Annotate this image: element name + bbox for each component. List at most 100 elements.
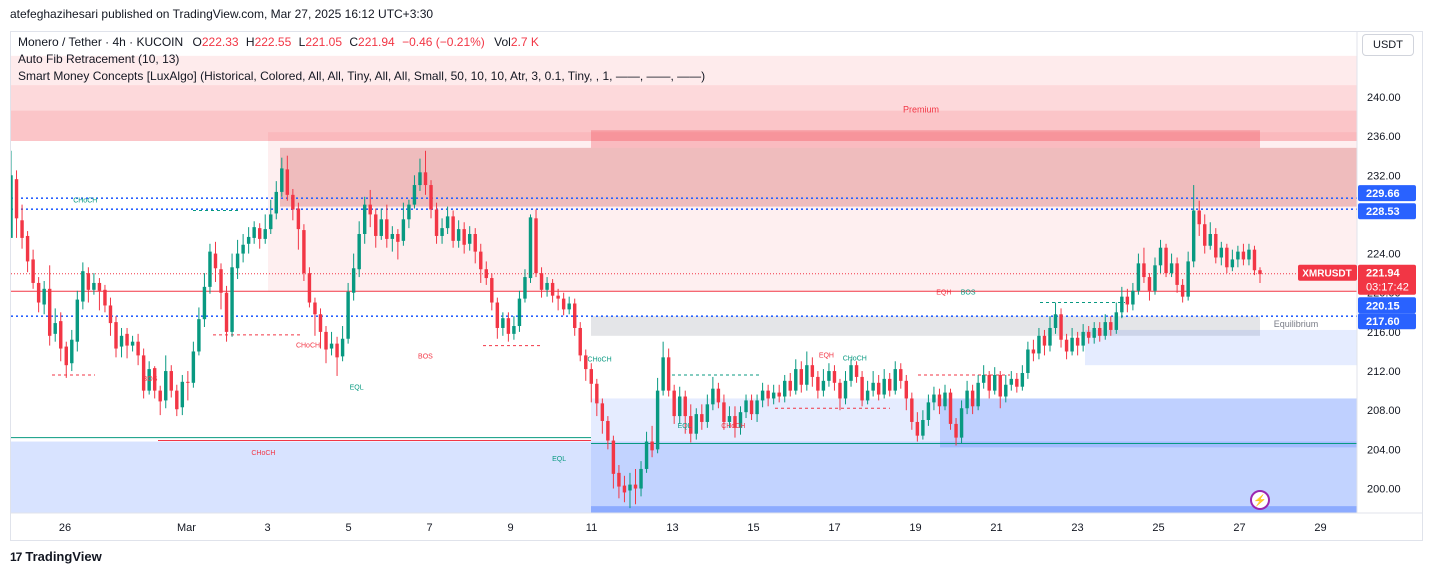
candle (246, 227, 251, 254)
symbol-badge-text: XMRUSDT (1302, 269, 1351, 280)
candle-body (42, 288, 46, 305)
candle (357, 221, 361, 278)
candle (20, 204, 24, 249)
candle (429, 180, 433, 219)
candle-body (683, 396, 687, 417)
candle-body (25, 235, 30, 262)
candle-body (1219, 247, 1224, 258)
candle (230, 253, 234, 337)
lightning-icon[interactable]: ⚡ (1250, 490, 1270, 510)
smc-label: CHoCH (251, 450, 275, 457)
candle (385, 204, 389, 248)
candle-body (1131, 290, 1135, 305)
candle (86, 267, 91, 303)
candle-body (1125, 296, 1130, 305)
candle-body (473, 234, 477, 252)
time-tick: 3 (264, 522, 270, 534)
candle-body (296, 208, 301, 230)
price-label-bg (1358, 185, 1416, 202)
candle-body (893, 369, 897, 391)
candle-body (1197, 210, 1201, 225)
smc-label: CHoCH (588, 356, 612, 363)
candle (617, 465, 621, 499)
price-tick: 216.00 (1367, 327, 1401, 339)
candle (329, 331, 334, 356)
smc-label: CHoCH (721, 423, 745, 430)
candle-body (915, 421, 920, 436)
candle-body (838, 382, 842, 399)
candle (876, 374, 881, 401)
candle-body (191, 351, 196, 383)
candle-body (70, 339, 74, 364)
candle-body (385, 219, 389, 239)
candle (606, 416, 610, 450)
candle (705, 394, 710, 428)
candle-body (899, 369, 903, 381)
candle-body (517, 298, 522, 327)
legend-symbol[interactable]: Monero / Tether · 4h · KUCOIN (18, 35, 184, 49)
candle (976, 374, 980, 411)
candle (412, 175, 417, 209)
last-price-bg (1358, 264, 1416, 295)
candle-body (1214, 234, 1218, 258)
time-tick: 11 (586, 522, 597, 534)
candle (31, 249, 35, 289)
chart-frame[interactable] (10, 31, 1423, 541)
candle (849, 359, 853, 387)
candle (893, 361, 897, 395)
candle-body (783, 380, 787, 397)
candle-body (788, 380, 792, 391)
candle-body (423, 172, 428, 186)
candle (1197, 200, 1201, 236)
candle-body (1004, 384, 1008, 397)
candle-body (1092, 327, 1096, 338)
time-tick: 27 (1233, 522, 1245, 534)
candle-body (64, 346, 68, 366)
candle-body (451, 216, 455, 241)
candle (910, 392, 914, 430)
candle-body (622, 485, 627, 493)
candle (434, 202, 439, 244)
candle (749, 394, 754, 420)
candle (771, 384, 776, 405)
candle-body (1258, 270, 1262, 275)
price-label-bg (1358, 313, 1416, 330)
candle (550, 279, 555, 303)
candle (1158, 239, 1163, 274)
candle-body (827, 371, 831, 381)
candle (865, 380, 870, 405)
candle (528, 214, 533, 283)
currency-button[interactable]: USDT (1362, 34, 1414, 56)
candle-body (324, 331, 328, 350)
candle-body (843, 380, 848, 399)
legend-low-label: L (298, 35, 306, 49)
candle-body (561, 298, 566, 310)
candle-body (407, 204, 411, 220)
candle-body (257, 228, 262, 239)
candle-body (689, 416, 693, 434)
candle-body (175, 390, 179, 410)
legend-indicator-fib[interactable]: Auto Fib Retracement (10, 13) (18, 52, 180, 66)
candle-body (611, 440, 616, 474)
candle-body (501, 318, 505, 328)
candle (794, 359, 798, 395)
candle-body (1136, 263, 1141, 291)
candle (130, 335, 135, 352)
candle-body (628, 484, 632, 491)
candle-body (418, 172, 422, 186)
candle-body (164, 371, 168, 401)
candle (407, 199, 411, 229)
legend-ohlc-row: Monero / Tether · 4h · KUCOIN O222.33 H2… (18, 34, 705, 51)
candle (644, 431, 649, 473)
candle (959, 400, 964, 444)
candle (832, 365, 837, 391)
candle-body (197, 319, 201, 352)
legend-indicator-smc[interactable]: Smart Money Concepts [LuxAlgo] (Historic… (18, 69, 706, 83)
candle-body (86, 273, 91, 290)
discount-zone (591, 398, 1357, 513)
candle (1203, 214, 1207, 254)
candle (42, 280, 46, 315)
price-label-text: 229.66 (1366, 188, 1400, 200)
footer-brand[interactable]: 17 TradingView (10, 549, 102, 564)
